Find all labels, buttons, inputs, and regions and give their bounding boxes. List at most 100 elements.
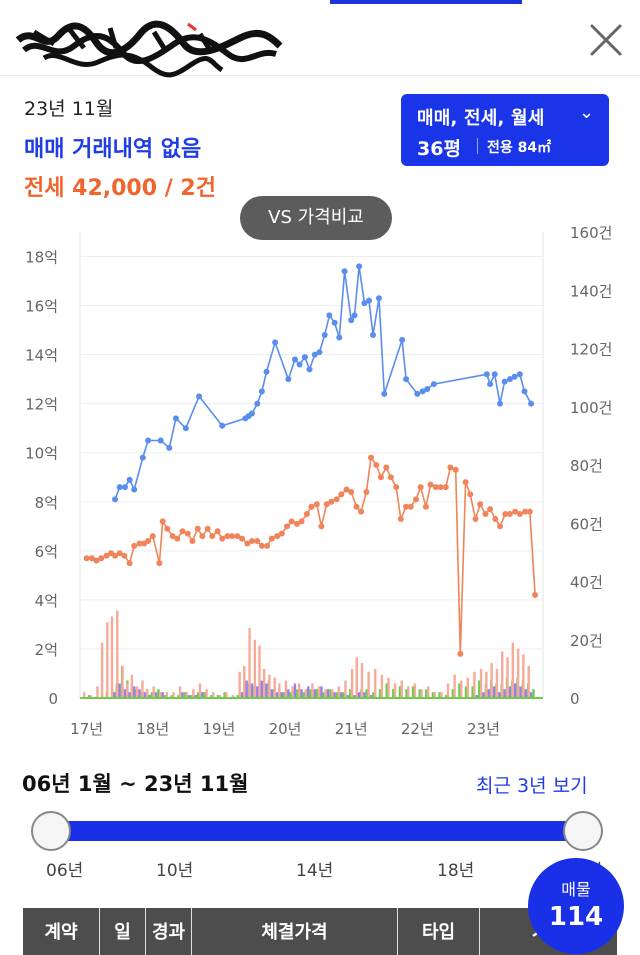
volume-bar-rent	[316, 689, 319, 698]
volume-bar-jeonse	[96, 686, 99, 698]
range-slider-start-handle[interactable]	[31, 811, 71, 851]
data-point-sale	[145, 437, 152, 444]
price-trend-chart[interactable]: 0 2억 4억 6억 8억 10억 12억 14억 16억 18억 0 20건 40건 60건 80건 100…	[0, 222, 640, 740]
volume-bar-jeonse	[258, 645, 261, 698]
volume-bar-rent	[150, 692, 154, 698]
data-point-jeonse	[303, 511, 310, 518]
data-point-jeonse	[156, 560, 163, 567]
volume-bar-sale	[161, 692, 164, 698]
data-point-sale	[348, 317, 355, 324]
volume-bar-rent	[471, 686, 474, 698]
volume-bar-jeonse	[106, 622, 109, 698]
column-header-elapsed[interactable]: 경과	[146, 908, 192, 955]
volume-bar-rent	[431, 692, 435, 698]
data-point-jeonse	[526, 508, 533, 515]
volume-bar-sale	[293, 683, 297, 698]
column-header-type[interactable]: 타입	[398, 908, 480, 955]
data-point-jeonse	[447, 464, 454, 471]
volume-bar-rent	[451, 689, 454, 698]
data-point-jeonse	[254, 538, 261, 545]
volume-bar-jeonse	[393, 683, 397, 698]
volume-bar-sale	[363, 692, 366, 698]
volume-bar-jeonse	[225, 692, 228, 698]
volume-bar-sale	[113, 692, 116, 698]
volume-bar-jeonse	[273, 677, 276, 698]
x-tick-label: 17년	[70, 720, 103, 738]
close-icon[interactable]	[584, 18, 628, 62]
data-point-sale	[219, 422, 226, 429]
listing-label: 매물	[561, 880, 591, 899]
y-right-tick-label: 20건	[570, 632, 603, 650]
volume-bar-jeonse	[387, 677, 390, 698]
volume-bar-rent	[183, 692, 187, 698]
data-point-sale	[506, 376, 513, 383]
volume-bar-jeonse	[413, 683, 417, 698]
volume-bar-sale	[508, 686, 512, 698]
data-point-jeonse	[149, 533, 156, 540]
data-point-jeonse	[131, 542, 138, 549]
volume-bar-sale	[275, 692, 279, 698]
data-point-sale	[501, 378, 508, 385]
y-left-tick-label: 12억	[25, 396, 58, 414]
data-point-sale	[316, 349, 323, 356]
y-left-tick-label: 14억	[25, 347, 58, 365]
volume-bar-jeonse	[110, 616, 114, 698]
column-header-day[interactable]: 일	[100, 908, 146, 955]
recent-3-years-link[interactable]: 최근 3년 보기	[476, 775, 588, 797]
volume-bar-rent	[177, 695, 180, 698]
slider-tick-label: 18년	[437, 861, 475, 881]
volume-bar-sale	[143, 692, 147, 698]
volume-bar-sale	[194, 695, 197, 698]
column-header-contract[interactable]: 계약	[23, 908, 100, 955]
data-point-jeonse	[264, 542, 271, 549]
volume-bar-jeonse	[446, 683, 450, 698]
x-tick-label: 23년	[467, 720, 500, 738]
volume-bar-jeonse	[218, 695, 222, 698]
volume-bar-sale	[154, 692, 158, 698]
y-right-tick-label: 40건	[570, 574, 603, 592]
trade-type-selector[interactable]: 매매, 전세, 월세 ⌄ 36평 전용 84㎡	[401, 94, 609, 166]
volume-bar-rent	[532, 689, 535, 698]
data-point-jeonse	[477, 501, 484, 508]
volume-bar-sale	[514, 683, 517, 698]
volume-bar-sale	[357, 692, 361, 698]
volume-bar-sale	[138, 689, 141, 698]
data-point-jeonse	[497, 523, 504, 530]
data-point-jeonse	[313, 501, 320, 508]
listing-count-badge[interactable]: 매물 114	[528, 858, 624, 954]
data-point-jeonse	[422, 503, 429, 510]
data-point-jeonse	[512, 508, 519, 515]
data-point-jeonse	[387, 474, 394, 481]
volume-bar-sale	[353, 695, 356, 698]
y-left-tick-label: 0	[48, 690, 58, 708]
data-point-jeonse	[373, 462, 380, 468]
volume-bar-rent	[309, 689, 312, 698]
volume-bar-sale	[306, 686, 310, 698]
volume-bar-jeonse	[380, 674, 384, 698]
volume-bar-rent	[236, 695, 240, 698]
volume-bar-jeonse	[522, 654, 525, 698]
volume-bar-jeonse	[350, 668, 354, 698]
volume-bar-jeonse	[304, 689, 307, 698]
data-point-sale	[182, 425, 189, 432]
volume-bar-rent	[157, 689, 160, 698]
data-point-jeonse	[219, 535, 226, 542]
volume-bar-rent	[163, 695, 167, 698]
data-point-sale	[483, 371, 490, 378]
range-slider-end-handle[interactable]	[563, 811, 603, 851]
data-point-sale	[326, 312, 333, 319]
vs-price-compare-button[interactable]: VS 가격비교	[240, 196, 392, 240]
range-slider-track[interactable]	[52, 821, 582, 841]
y-right-tick-label: 100건	[570, 399, 612, 417]
data-point-jeonse	[284, 523, 291, 530]
volume-bar-rent	[411, 686, 415, 698]
data-point-jeonse	[338, 491, 345, 498]
data-point-sale	[381, 390, 388, 397]
data-point-jeonse	[126, 560, 133, 567]
data-point-jeonse	[209, 533, 216, 540]
volume-bar-rent	[296, 689, 299, 698]
data-point-jeonse	[224, 533, 231, 540]
data-point-jeonse	[103, 552, 110, 559]
volume-bar-jeonse	[159, 692, 162, 698]
column-header-price[interactable]: 체결가격	[192, 908, 398, 955]
